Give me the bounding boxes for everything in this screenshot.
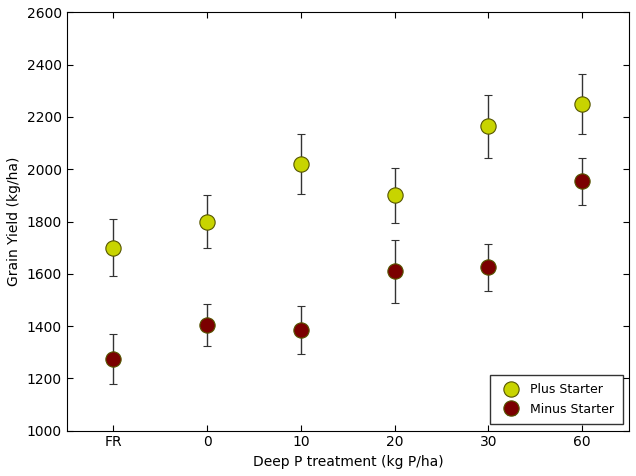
Legend: Plus Starter, Minus Starter: Plus Starter, Minus Starter <box>490 375 623 425</box>
X-axis label: Deep P treatment (kg P/ha): Deep P treatment (kg P/ha) <box>252 455 443 469</box>
Y-axis label: Grain Yield (kg/ha): Grain Yield (kg/ha) <box>7 157 21 286</box>
